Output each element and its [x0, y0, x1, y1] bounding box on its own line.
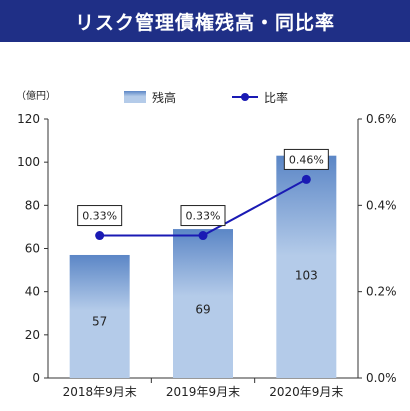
legend-line-marker — [241, 93, 249, 101]
ratio-callout-label: 0.46% — [289, 153, 324, 166]
ratio-callout-box — [283, 148, 329, 170]
x-tick-label: 2018年9月末 — [63, 385, 137, 399]
y-left-tick-label: 120 — [17, 112, 40, 126]
legend-line-label: 比率 — [264, 90, 288, 105]
chart-title: リスク管理債権残高・同比率 — [74, 11, 335, 34]
y-left-unit-label: （億円） — [16, 89, 56, 102]
legend-bar-swatch — [124, 91, 146, 103]
bar-value-label: 57 — [92, 314, 107, 328]
x-tick-label: 2019年9月末 — [166, 385, 240, 399]
bar — [276, 155, 337, 378]
ratio-callout-box — [180, 205, 226, 227]
ratio-callout-label: 0.33% — [82, 210, 117, 223]
bar-value-label: 69 — [195, 302, 210, 316]
ratio-callout-label: 0.33% — [186, 210, 221, 223]
y-left-tick-label: 80 — [25, 198, 40, 212]
bar-value-label: 103 — [295, 269, 318, 283]
ratio-point — [198, 231, 208, 241]
y-left-tick-label: 20 — [25, 328, 40, 342]
x-tick-label: 2020年9月末 — [269, 385, 343, 399]
y-left-tick-label: 40 — [25, 285, 40, 299]
plot-area: （億円） 0 20 40 60 80 100 120 0.0% 0.2% 0.4% 0.6% 2018年… — [16, 89, 397, 399]
ratio-callout-box — [77, 205, 123, 227]
y-left-tick-label: 0 — [32, 371, 40, 385]
y-left-tick-label: 100 — [17, 155, 40, 169]
y-right-tick-label: 0.2% — [366, 285, 397, 299]
y-right-tick-label: 0.6% — [366, 112, 397, 126]
y-left-tick-label: 60 — [25, 242, 40, 256]
y-right-tick-label: 0.4% — [366, 198, 397, 212]
legend-bar-label: 残高 — [152, 90, 176, 105]
bar — [69, 254, 130, 378]
y-right-tick-label: 0.0% — [366, 371, 397, 385]
ratio-point — [95, 231, 105, 241]
ratio-point — [301, 174, 311, 184]
chart-title-banner: リスク管理債権残高・同比率 — [0, 0, 410, 42]
bar — [173, 229, 233, 378]
